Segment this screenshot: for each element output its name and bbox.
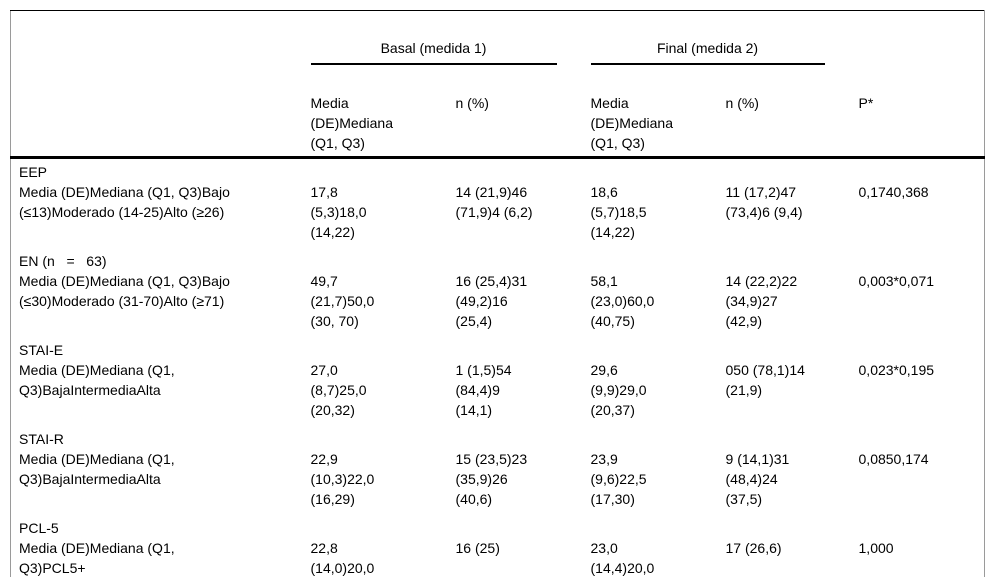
data-row-eep: Media (DE)Mediana (Q1, Q3)Bajo (≤13)Mode…	[11, 182, 985, 248]
row-label: Media (DE)Mediana (Q1, Q3)BajaIntermedia…	[19, 362, 175, 398]
cell-basal-media: 22,8 (14,0)20,0 (12,31)	[310, 540, 375, 576]
empty-label-header-cell	[10, 85, 311, 159]
group-label-eep: EEP	[19, 164, 48, 180]
cell-basal-media: 22,9 (10,3)22,0 (16,29)	[310, 451, 375, 507]
group-label-stai-e: STAI-E	[19, 342, 64, 358]
group-header-row-pcl5: PCL-5	[11, 515, 985, 538]
group-header-row-en: EN (n = 63)	[11, 248, 985, 271]
col-group-basal-label: Basal (medida 1)	[310, 38, 557, 65]
row-label: Media (DE)Mediana (Q1, Q3)Bajo (≤30)Mode…	[19, 273, 230, 309]
cell-basal-media: 49,7 (21,7)50,0 (30, 70)	[310, 273, 375, 329]
data-row-en: Media (DE)Mediana (Q1, Q3)Bajo (≤30)Mode…	[11, 271, 985, 337]
cell-final-n: 050 (78,1)14 (21,9)	[725, 362, 805, 398]
data-row-stai-e: Media (DE)Mediana (Q1, Q3)BajaIntermedia…	[11, 360, 985, 426]
subheader-basal-media: Media (DE)Mediana (Q1, Q3)	[310, 85, 456, 159]
final-group-cell: Final (medida 2)	[590, 11, 859, 86]
data-row-pcl5: Media (DE)Mediana (Q1, Q3)PCL5+ 22,8 (14…	[11, 538, 985, 577]
empty-p-spanner-cell	[859, 11, 985, 86]
subheader-final-media: Media (DE)Mediana (Q1, Q3)	[590, 85, 726, 159]
group-header-row-stai-e: STAI-E	[11, 337, 985, 360]
group-header-row-stai-r: STAI-R	[11, 426, 985, 449]
cell-p-value: 1,000	[858, 540, 894, 556]
basal-group-cell: Basal (medida 1)	[310, 11, 591, 86]
subheader-p: P*	[858, 85, 985, 159]
results-table-container: Basal (medida 1) Final (medida 2) Media …	[10, 10, 986, 577]
col-group-final-label: Final (medida 2)	[590, 38, 825, 65]
cell-basal-media: 27,0 (8,7)25,0 (20,32)	[310, 362, 367, 418]
cell-p-value: 0,023*0,195	[858, 362, 935, 378]
cell-basal-n: 16 (25)	[455, 540, 500, 556]
cell-p-value: 0,1740,368	[858, 184, 929, 200]
subheader-final-n: n (%)	[725, 85, 859, 159]
subheader-basal-n: n (%)	[455, 85, 591, 159]
group-label-pcl5: PCL-5	[19, 520, 59, 536]
cell-basal-n: 15 (23,5)23 (35,9)26 (40,6)	[455, 451, 528, 507]
column-group-row: Basal (medida 1) Final (medida 2)	[11, 11, 985, 86]
cell-final-n: 11 (17,2)47 (73,4)6 (9,4)	[725, 184, 803, 220]
cell-final-media: 58,1 (23,0)60,0 (40,75)	[590, 273, 655, 329]
cell-basal-n: 14 (21,9)46 (71,9)4 (6,2)	[455, 184, 533, 220]
data-row-stai-r: Media (DE)Mediana (Q1, Q3)BajaIntermedia…	[11, 449, 985, 515]
results-table: Basal (medida 1) Final (medida 2) Media …	[10, 10, 986, 577]
cell-final-media: 18,6 (5,7)18,5 (14,22)	[590, 184, 647, 240]
cell-final-n: 14 (22,2)22 (34,9)27 (42,9)	[725, 273, 798, 329]
row-label: Media (DE)Mediana (Q1, Q3)Bajo (≤13)Mode…	[19, 184, 230, 220]
row-label: Media (DE)Mediana (Q1, Q3)BajaIntermedia…	[19, 451, 175, 487]
subheader-row: Media (DE)Mediana (Q1, Q3) n (%) Media (…	[10, 85, 985, 159]
group-header-row-eep: EEP	[11, 158, 985, 183]
cell-final-n: 17 (26,6)	[725, 540, 782, 556]
cell-final-media: 23,0 (14,4)20,0 (12,32)	[590, 540, 655, 576]
cell-final-n: 9 (14,1)31 (48,4)24 (37,5)	[725, 451, 790, 507]
cell-final-media: 29,6 (9,9)29,0 (20,37)	[590, 362, 647, 418]
cell-basal-media: 17,8 (5,3)18,0 (14,22)	[310, 184, 367, 240]
cell-p-value: 0,003*0,071	[858, 273, 935, 289]
cell-basal-n: 16 (25,4)31 (49,2)16 (25,4)	[455, 273, 528, 329]
empty-corner-cell	[11, 11, 311, 86]
row-label: Media (DE)Mediana (Q1, Q3)PCL5+	[19, 540, 175, 576]
group-label-stai-r: STAI-R	[19, 431, 64, 447]
cell-basal-n: 1 (1,5)54 (84,4)9 (14,1)	[455, 362, 512, 418]
cell-final-media: 23,9 (9,6)22,5 (17,30)	[590, 451, 647, 507]
cell-p-value: 0,0850,174	[858, 451, 929, 467]
group-label-en: EN (n = 63)	[19, 253, 107, 269]
